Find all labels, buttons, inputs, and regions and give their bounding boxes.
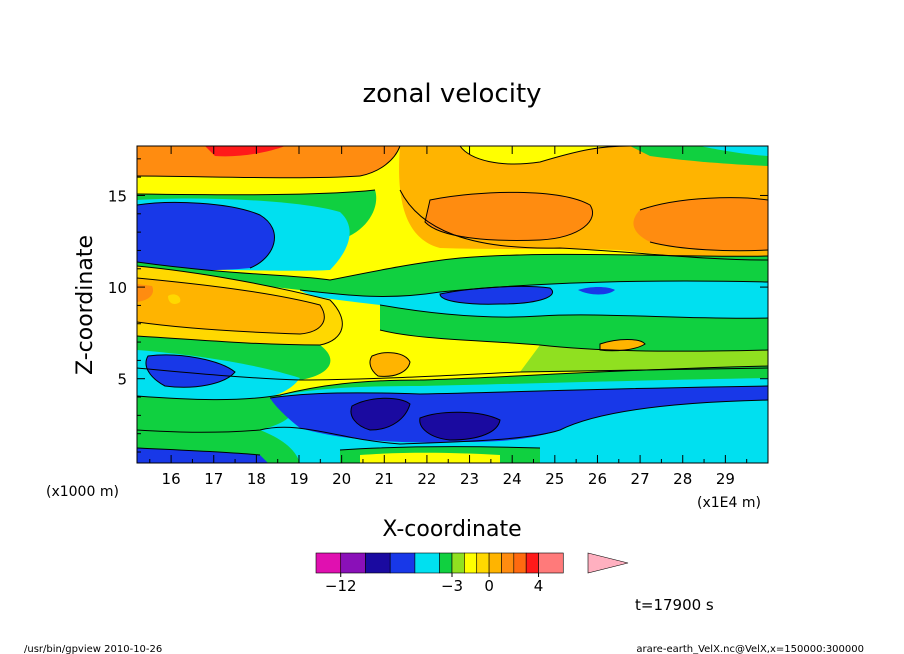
contour-line <box>137 365 768 401</box>
band-mid-green <box>137 254 768 298</box>
band-right-yellow-green <box>520 345 768 372</box>
contour-line <box>599 339 646 352</box>
blob-low-navy-left <box>350 398 410 430</box>
x-axis-ticks: 16 17 18 19 20 21 22 23 24 25 26 27 28 29 <box>149 146 748 488</box>
colorbar-swatch <box>476 552 490 574</box>
contour-line <box>350 397 411 431</box>
colorbar-swatch <box>340 552 366 574</box>
colorbar-swatch <box>525 552 539 574</box>
contour-line <box>137 277 325 335</box>
contour-line <box>459 146 631 165</box>
contour-line <box>145 354 236 388</box>
colorbar-swatch <box>488 552 502 574</box>
contour-line <box>137 175 361 179</box>
y-tick-label: 5 <box>117 371 127 389</box>
x-tick-label: 28 <box>673 470 692 488</box>
contour-line <box>379 304 768 319</box>
x-tick-label: 19 <box>289 470 308 488</box>
colorbar-swatch <box>315 552 342 574</box>
chart-title: zonal velocity <box>362 79 541 109</box>
x-tick-label: 18 <box>247 470 266 488</box>
y-axis-ticks: 5 10 15 <box>108 158 768 453</box>
x-tick-label: 25 <box>545 470 564 488</box>
band-upper-orange-right-inner <box>425 192 593 241</box>
band-upper-orange-far-right <box>633 197 768 251</box>
contour-line <box>369 352 411 377</box>
contour-line <box>379 329 768 352</box>
band-upper-orange <box>137 146 400 178</box>
colorbar-tick-label: −3 <box>441 577 463 595</box>
contour-line <box>137 189 376 196</box>
x-tick-label: 21 <box>375 470 394 488</box>
x-tick-label: 17 <box>204 470 223 488</box>
colorbar-swatch <box>389 552 416 574</box>
blob-center-orange <box>370 352 410 377</box>
x-axis-title: X-coordinate <box>382 517 521 542</box>
contour-line <box>137 447 261 456</box>
contour-line <box>137 201 275 269</box>
x-tick-label: 20 <box>332 470 351 488</box>
x-tick-label: 24 <box>503 470 522 488</box>
x-tick-label: 16 <box>162 470 181 488</box>
x-tick-label: 27 <box>631 470 650 488</box>
blob-mid-left-small <box>168 294 181 304</box>
colorbar: −12 −3 0 4 <box>315 552 629 595</box>
colorbar-swatch <box>538 552 564 574</box>
contour-line <box>269 385 768 399</box>
colorbar-tick-label: 0 <box>484 577 494 595</box>
blob-mid-left-blue <box>145 354 235 388</box>
x-unit-label: (x1E4 m) <box>697 495 761 511</box>
x-tick-label: 22 <box>417 470 436 488</box>
contour-line <box>649 241 768 252</box>
colorbar-swatch <box>451 552 465 574</box>
blob-mid-blue-right <box>578 287 615 295</box>
band-upper-blue <box>137 202 275 271</box>
colorbar-swatch <box>501 552 515 574</box>
y-axis-title: Z-coordinate <box>73 235 98 375</box>
colorbar-swatch <box>513 552 527 574</box>
blob-mid-blue <box>440 286 553 305</box>
band-upper-yellow-left <box>137 176 375 195</box>
colorbar-extend-triangle <box>587 552 629 574</box>
y-unit-label: (x1000 m) <box>46 484 119 500</box>
contour-line <box>399 189 768 261</box>
plot-frame <box>136 145 769 464</box>
contour-line <box>137 253 768 281</box>
y-tick-label: 10 <box>108 279 127 297</box>
x-tick-label: 26 <box>588 470 607 488</box>
blob-low-navy-right <box>419 412 500 440</box>
colorbar-swatch <box>365 552 391 574</box>
x-tick-label: 29 <box>716 470 735 488</box>
blob-mid-left-dark-orange <box>137 284 154 302</box>
y-tick-label: 15 <box>108 187 127 205</box>
contour-line <box>137 399 768 445</box>
contour-line <box>137 265 343 346</box>
x-tick-label: 23 <box>460 470 479 488</box>
contour-line <box>359 146 401 177</box>
contour-line <box>424 191 593 241</box>
colorbar-swatch <box>464 552 478 574</box>
contour-line <box>339 446 541 451</box>
band-bottom-yellow-center <box>360 452 500 463</box>
colorbar-tick-label: −12 <box>325 577 357 595</box>
band-mid-left-orange <box>137 278 325 334</box>
contour-line <box>639 197 768 211</box>
colorbar-swatch <box>439 552 453 574</box>
colorbar-tick-label: 4 <box>534 577 544 595</box>
contour-line <box>419 411 501 441</box>
footer-right: arare-earth_VelX.nc@VelX,x=150000:300000 <box>636 644 864 654</box>
band-right-cyan-top <box>700 146 768 156</box>
contour-lines <box>137 146 768 456</box>
colorbar-swatch <box>414 552 440 574</box>
footer-left: /usr/bin/gpview 2010-10-26 <box>24 644 162 654</box>
contour-line <box>439 285 553 305</box>
band-upper-red <box>205 146 285 157</box>
time-label: t=17900 s <box>635 596 714 614</box>
contour-field <box>137 146 768 463</box>
